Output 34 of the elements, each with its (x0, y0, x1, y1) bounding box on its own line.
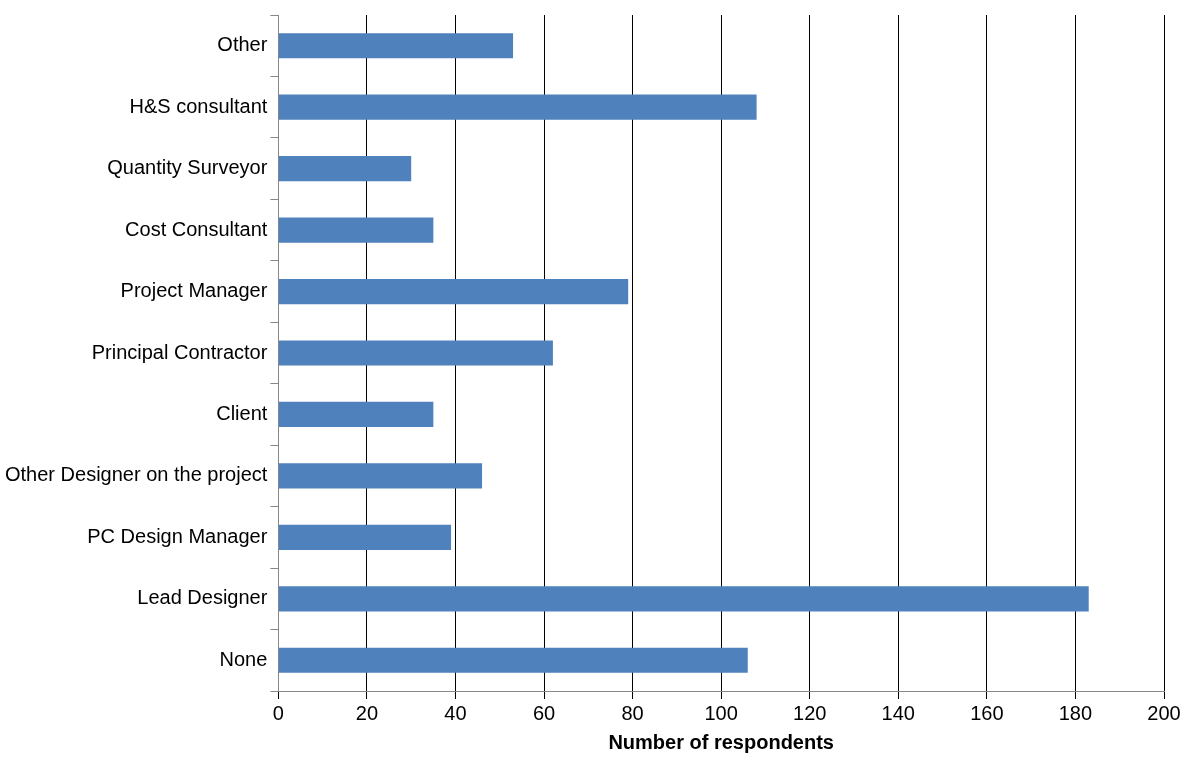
y-tick-label: Lead Designer (137, 586, 268, 609)
bar (278, 647, 748, 673)
x-axis-title: Number of respondents (608, 730, 834, 753)
bar (278, 586, 1089, 612)
bar (278, 217, 434, 243)
bar (278, 156, 412, 182)
x-tick-label: 40 (444, 701, 467, 724)
bar (278, 340, 553, 366)
x-tick-label: 20 (355, 701, 379, 724)
x-tick-label: 200 (1147, 701, 1181, 724)
y-tick-label: H&S consultant (129, 94, 268, 117)
bar (278, 524, 452, 550)
x-tick-label: 140 (881, 701, 915, 724)
y-tick-label: Quantity Surveyor (107, 156, 268, 179)
bar (278, 94, 757, 120)
x-tick-label: 160 (970, 701, 1004, 724)
y-tick-label: Principal Contractor (91, 340, 268, 363)
bar (278, 463, 483, 489)
x-tick-label: 120 (793, 701, 827, 724)
y-tick-label: None (219, 647, 268, 670)
y-tick-label: Client (216, 401, 268, 424)
y-tick-label: Other Designer on the project (4, 463, 268, 486)
bar (278, 401, 434, 428)
x-tick-label: 0 (272, 701, 284, 724)
x-tick-label: 60 (532, 701, 556, 724)
bar (278, 33, 514, 59)
bar (278, 278, 629, 305)
y-tick-label: Other (217, 33, 268, 56)
x-tick-label: 180 (1058, 701, 1093, 724)
x-tick-label: 80 (621, 701, 644, 724)
y-tick-label: Project Manager (120, 279, 268, 302)
y-tick-label: Cost Consultant (125, 217, 268, 240)
y-tick-label: PC Design Manager (87, 524, 268, 547)
x-tick-label: 100 (704, 701, 738, 724)
